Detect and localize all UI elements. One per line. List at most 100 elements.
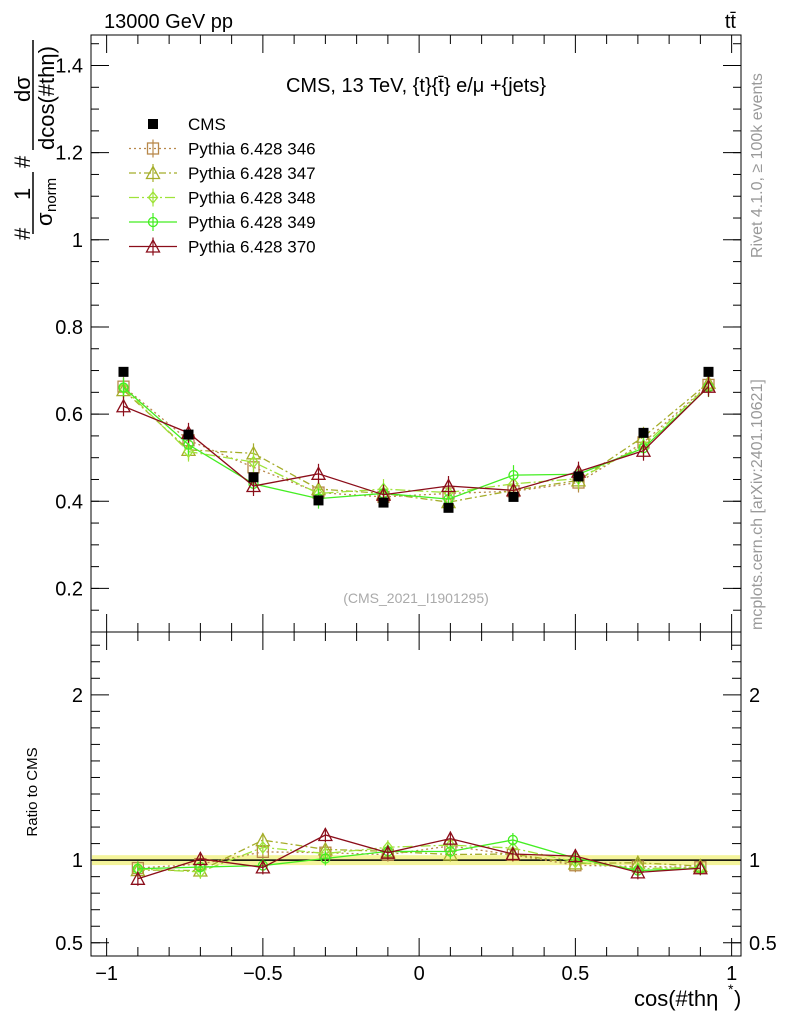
- xlabel-close: ): [734, 986, 741, 1011]
- process-label: tt̄: [725, 11, 737, 33]
- x-tick-label: 1: [726, 963, 737, 985]
- cms-point: [118, 366, 129, 377]
- legend-label: Pythia 6.428 349: [188, 213, 316, 232]
- legend-marker: [148, 119, 158, 129]
- point-p370: [115, 398, 132, 413]
- series-cms: [118, 366, 714, 513]
- ratio-point-p370: [442, 830, 458, 845]
- y-tick-label: 1.4: [55, 56, 83, 78]
- legend-label: Pythia 6.428 348: [188, 189, 316, 208]
- y-tick-label: 0.8: [55, 317, 83, 339]
- ratio-line-p347: [137, 839, 701, 872]
- point-p370: [635, 442, 652, 457]
- rivet-label: Rivet 4.1.0, ≥ 100k events: [749, 73, 766, 258]
- ratio-line-p348: [137, 844, 701, 873]
- legend-marker: [145, 238, 161, 253]
- ylabel-hash-2: #: [10, 155, 35, 168]
- ratio-point-p370: [192, 851, 208, 866]
- legend-label: Pythia 6.428 346: [188, 140, 316, 159]
- ratio-point-p349: [320, 853, 331, 864]
- ratio-y-axis: 0.5 0.5 1 1 2 2: [55, 644, 777, 955]
- series-p348: [118, 375, 714, 504]
- ratio-point-p370: [317, 827, 333, 842]
- main-title: CMS, 13 TeV, {t}{t̄} e/μ +{jets}: [286, 75, 546, 97]
- legend-item-cms: CMS: [148, 115, 226, 134]
- ratio-y-tick-label-right: 1: [749, 850, 760, 872]
- point-p370: [440, 478, 457, 493]
- ylabel-norm: norm: [43, 178, 60, 212]
- main-panel: 0.2 0.4 0.6 0.8 1 1.2 1.4 CMS, 13 TeV, {t}{t̄}…: [55, 34, 742, 633]
- legend-marker: [147, 216, 159, 228]
- ratio-series-p370: [130, 827, 708, 886]
- main-y-label: # 1 σ norm # dσ dcos(#thη): [10, 40, 60, 240]
- point-p370: [245, 478, 262, 493]
- series-line-p348: [123, 384, 709, 495]
- ratio-point-p370: [255, 859, 271, 874]
- xlabel-star: *: [728, 981, 734, 997]
- legend-marker: [146, 142, 160, 155]
- legend: CMS Pythia 6.428 346 Pythia 6.428 347 Pythi…: [129, 115, 316, 257]
- ratio-point-p370: [505, 846, 521, 861]
- legend-marker: [147, 190, 159, 205]
- xlabel-main: cos(#thη: [634, 986, 718, 1011]
- cms-point: [378, 497, 389, 508]
- point-p349: [508, 469, 519, 481]
- x-axis-label: cos(#thη * ): [634, 981, 741, 1011]
- ylabel-one: 1: [10, 188, 35, 200]
- ratio-point-p348: [257, 840, 269, 854]
- cms-point: [183, 429, 194, 440]
- legend-label: Pythia 6.428 347: [188, 164, 316, 183]
- legend-item-p348: Pythia 6.428 348: [129, 188, 316, 208]
- x-tick-label: −0.5: [243, 963, 282, 985]
- ylabel-denominator: dcos(#thη): [34, 46, 59, 150]
- ratio-point-p348: [570, 855, 581, 869]
- y-tick-label: 0.6: [55, 404, 83, 426]
- ratio-point-p370: [630, 864, 646, 879]
- ratio-point-p349: [507, 834, 519, 846]
- mcplots-label: mcplots.cern.ch [arXiv:2401.10621]: [749, 379, 766, 630]
- x-tick-label: 0: [414, 963, 425, 985]
- ratio-x-axis: −1 −0.5 0 0.5 1: [95, 632, 737, 985]
- ratio-line-p370: [137, 834, 701, 880]
- ratio-y-tick-label: 0.5: [55, 933, 83, 955]
- main-x-ticks: [106, 35, 733, 632]
- cms-point: [443, 502, 454, 513]
- cms-point: [508, 491, 519, 502]
- series-p346: [117, 374, 715, 507]
- series-line-p349: [123, 386, 709, 500]
- ylabel-sigma: σ: [32, 212, 57, 226]
- point-p348: [183, 445, 194, 459]
- point-p349: [118, 382, 129, 393]
- y-tick-label: 0.4: [55, 491, 83, 513]
- legend-item-p349: Pythia 6.428 349: [129, 213, 316, 232]
- ratio-y-tick-label: 1: [72, 850, 83, 872]
- cms-point: [703, 366, 714, 377]
- cms-point: [248, 472, 259, 483]
- ylabel-numerator: dσ: [10, 76, 35, 102]
- ratio-point-p349: [445, 846, 456, 857]
- point-p370: [700, 378, 717, 393]
- ratio-y-tick-label-right: 2: [749, 685, 760, 707]
- ratio-frame: [90, 631, 742, 957]
- x-tick-label: 0.5: [561, 963, 589, 985]
- ratio-point-p370: [130, 870, 146, 885]
- ratio-y-tick-label-right: 0.5: [749, 933, 777, 955]
- legend-item-p347: Pythia 6.428 347: [129, 164, 316, 183]
- main-series-layer: [115, 366, 717, 513]
- y-tick-label: 1.2: [55, 143, 83, 165]
- main-y-axis: 0.2 0.4 0.6 0.8 1 1.2 1.4: [55, 43, 741, 633]
- series-p349: [118, 377, 714, 510]
- cms-point: [573, 471, 584, 482]
- series-line-p346: [123, 384, 709, 498]
- cms-point: [313, 495, 324, 506]
- ratio-point-p370: [692, 860, 708, 875]
- legend-item-p370: Pythia 6.428 370: [129, 237, 316, 257]
- ratio-point-p370: [567, 848, 583, 863]
- ylabel-hash-1: #: [10, 227, 35, 240]
- legend-label: Pythia 6.428 370: [188, 238, 316, 257]
- series-line-p370: [123, 386, 709, 496]
- point-p348: [248, 455, 259, 469]
- series-p370: [115, 376, 717, 505]
- legend-label: CMS: [188, 115, 226, 134]
- legend-item-p346: Pythia 6.428 346: [129, 139, 316, 159]
